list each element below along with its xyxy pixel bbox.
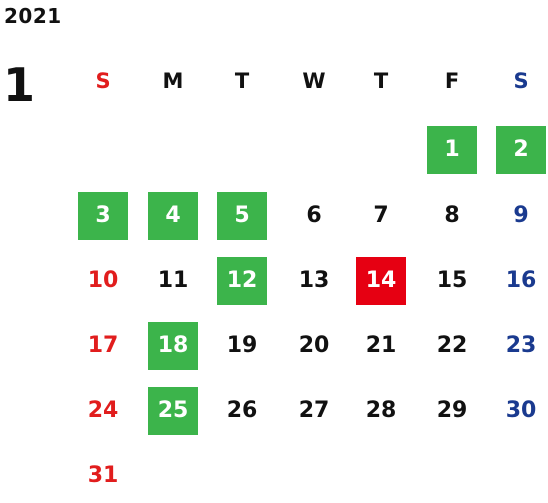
- day-cell-31[interactable]: 31: [87, 463, 119, 488]
- day-cell-7[interactable]: 7: [373, 203, 389, 228]
- day-cell-25[interactable]: 25: [148, 387, 198, 435]
- weekday-tue: T: [234, 69, 250, 93]
- day-cell-24[interactable]: 24: [87, 398, 119, 423]
- day-cell-10[interactable]: 10: [87, 268, 119, 293]
- day-cell-26[interactable]: 26: [226, 398, 258, 423]
- day-cell-30[interactable]: 30: [505, 398, 537, 423]
- day-cell-2[interactable]: 2: [496, 126, 546, 174]
- weekday-fri: F: [444, 69, 460, 93]
- day-cell-11[interactable]: 11: [157, 268, 189, 293]
- weekday-sat: S: [513, 69, 529, 93]
- day-cell-28[interactable]: 28: [365, 398, 397, 423]
- day-cell-9[interactable]: 9: [513, 203, 529, 228]
- day-cell-20[interactable]: 20: [298, 333, 330, 358]
- day-cell-6[interactable]: 6: [306, 203, 322, 228]
- day-cell-3[interactable]: 3: [78, 192, 128, 240]
- weekday-sun: S: [95, 69, 111, 93]
- day-cell-21[interactable]: 21: [365, 333, 397, 358]
- weekday-thu: T: [373, 69, 389, 93]
- day-cell-4[interactable]: 4: [148, 192, 198, 240]
- day-cell-18[interactable]: 18: [148, 322, 198, 370]
- day-cell-16[interactable]: 16: [505, 268, 537, 293]
- day-cell-15[interactable]: 15: [436, 268, 468, 293]
- day-cell-1[interactable]: 1: [427, 126, 477, 174]
- year-label: 2021: [4, 4, 62, 28]
- month-number: 1: [3, 58, 36, 112]
- weekday-mon: M: [162, 69, 184, 93]
- day-cell-8[interactable]: 8: [444, 203, 460, 228]
- day-cell-17[interactable]: 17: [87, 333, 119, 358]
- day-cell-13[interactable]: 13: [298, 268, 330, 293]
- weekday-wed: W: [302, 69, 326, 93]
- day-cell-23[interactable]: 23: [505, 333, 537, 358]
- day-cell-19[interactable]: 19: [226, 333, 258, 358]
- day-cell-14[interactable]: 14: [356, 257, 406, 305]
- day-cell-27[interactable]: 27: [298, 398, 330, 423]
- day-cell-12[interactable]: 12: [217, 257, 267, 305]
- day-cell-29[interactable]: 29: [436, 398, 468, 423]
- day-cell-5[interactable]: 5: [217, 192, 267, 240]
- day-cell-22[interactable]: 22: [436, 333, 468, 358]
